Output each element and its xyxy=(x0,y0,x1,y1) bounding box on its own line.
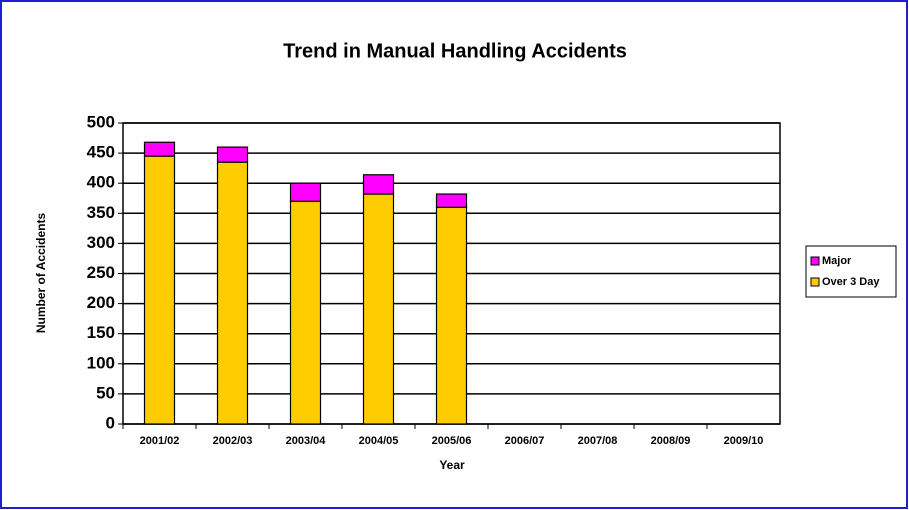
bar-segment xyxy=(362,193,395,425)
bar-segment xyxy=(289,200,322,425)
bar-segment xyxy=(143,155,176,425)
x-tick-label: 2008/09 xyxy=(651,435,691,447)
x-tick-label: 2001/02 xyxy=(140,435,180,447)
x-tick-label: 2003/04 xyxy=(286,435,327,447)
y-tick-label: 400 xyxy=(87,173,115,192)
legend-swatch xyxy=(810,256,820,266)
x-tick-label: 2006/07 xyxy=(505,435,545,447)
x-tick-label: 2004/05 xyxy=(359,435,399,447)
x-tick-label: 2002/03 xyxy=(213,435,253,447)
bar-segment xyxy=(435,206,468,425)
bar-segment xyxy=(216,146,249,163)
y-tick-label: 450 xyxy=(87,143,115,162)
y-axis-label: Number of Accidents xyxy=(34,213,48,334)
bar-segment xyxy=(362,174,395,195)
legend-label: Over 3 Day xyxy=(822,276,880,288)
legend-box xyxy=(805,245,897,298)
legend-swatch xyxy=(810,277,820,287)
y-tick-label: 350 xyxy=(87,203,115,222)
legend-label: Major xyxy=(822,255,852,267)
y-tick-label: 100 xyxy=(87,353,115,372)
bar-segment xyxy=(435,193,468,208)
y-tick-label: 250 xyxy=(87,263,115,282)
y-tick-label: 500 xyxy=(87,112,115,131)
x-tick-label: 2009/10 xyxy=(724,435,764,447)
x-tick-label: 2007/08 xyxy=(578,435,618,447)
y-tick-label: 150 xyxy=(87,323,115,342)
bar-segment xyxy=(143,141,176,157)
x-axis-label: Year xyxy=(439,458,465,472)
y-tick-label: 50 xyxy=(96,383,115,402)
bar-segment xyxy=(216,161,249,425)
bar-segment xyxy=(289,182,322,202)
y-tick-label: 0 xyxy=(106,413,115,432)
chart-title: Trend in Manual Handling Accidents xyxy=(283,40,627,62)
x-tick-label: 2005/06 xyxy=(432,435,472,447)
y-tick-label: 200 xyxy=(87,293,115,312)
y-tick-label: 300 xyxy=(87,233,115,252)
